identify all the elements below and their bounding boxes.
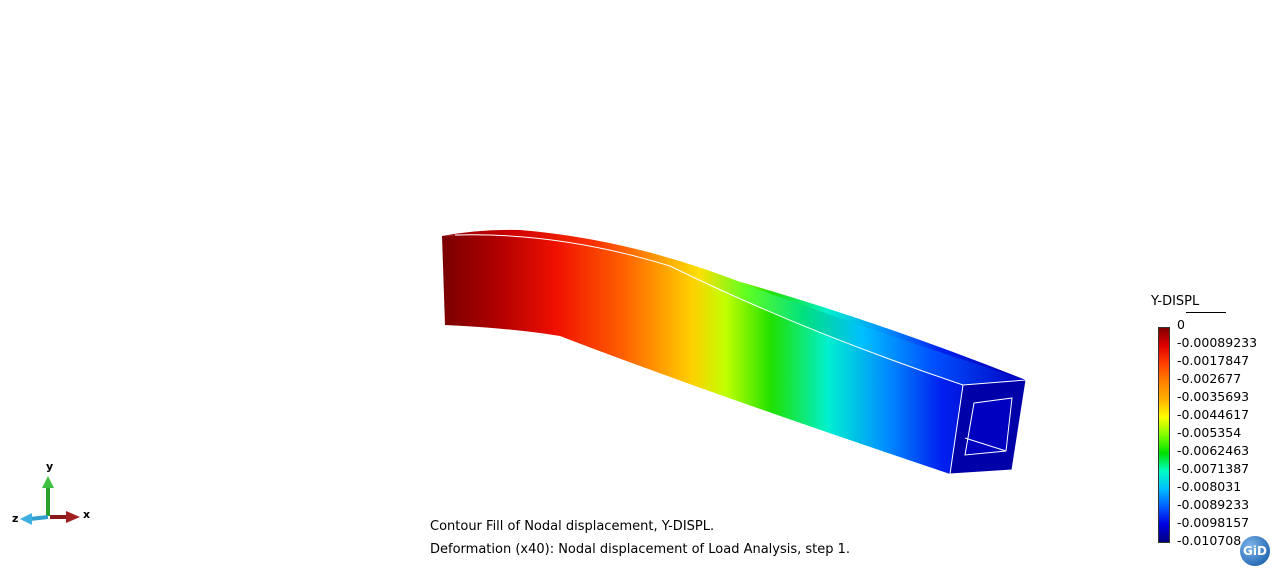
y-axis-arrow [42,476,54,516]
legend-label: -0.0071387 [1177,461,1250,476]
legend-color-bar [1158,327,1170,543]
legend-label: -0.0017847 [1177,353,1250,368]
legend-label: -0.010708 [1177,533,1242,548]
beam-edge [454,234,964,386]
z-axis-label: z [12,512,18,525]
y-axis-label: y [46,460,53,473]
legend-label: -0.0098157 [1177,515,1250,530]
caption-contour: Contour Fill of Nodal displacement, Y-DI… [430,519,715,534]
legend-label: -0.0062463 [1177,443,1250,458]
beam-end-outline [949,379,1027,475]
x-axis-label: x [83,508,90,521]
z-axis-arrow [20,513,49,525]
legend-label: -0.002677 [1177,371,1242,386]
legend-title: Y-DISPL [1151,294,1200,309]
axes-triad[interactable]: y x z [10,458,100,533]
beam-hollow-edge [964,437,1007,452]
beam-top-face [442,229,1026,385]
legend-label: -0.00089233 [1177,335,1258,350]
caption-deformation: Deformation (x40): Nodal displacement of… [430,542,851,557]
gid-logo: GiD [1240,536,1270,566]
x-axis-arrow [50,511,80,523]
legend-label: -0.0089233 [1177,497,1250,512]
legend-title-underline [1186,312,1226,313]
legend-label: -0.005354 [1177,425,1242,440]
legend-label: -0.0044617 [1177,407,1250,422]
legend-label: 0 [1177,317,1185,332]
beam-side-face [442,235,1026,474]
legend-label: -0.0035693 [1177,389,1250,404]
legend-label: -0.008031 [1177,479,1242,494]
